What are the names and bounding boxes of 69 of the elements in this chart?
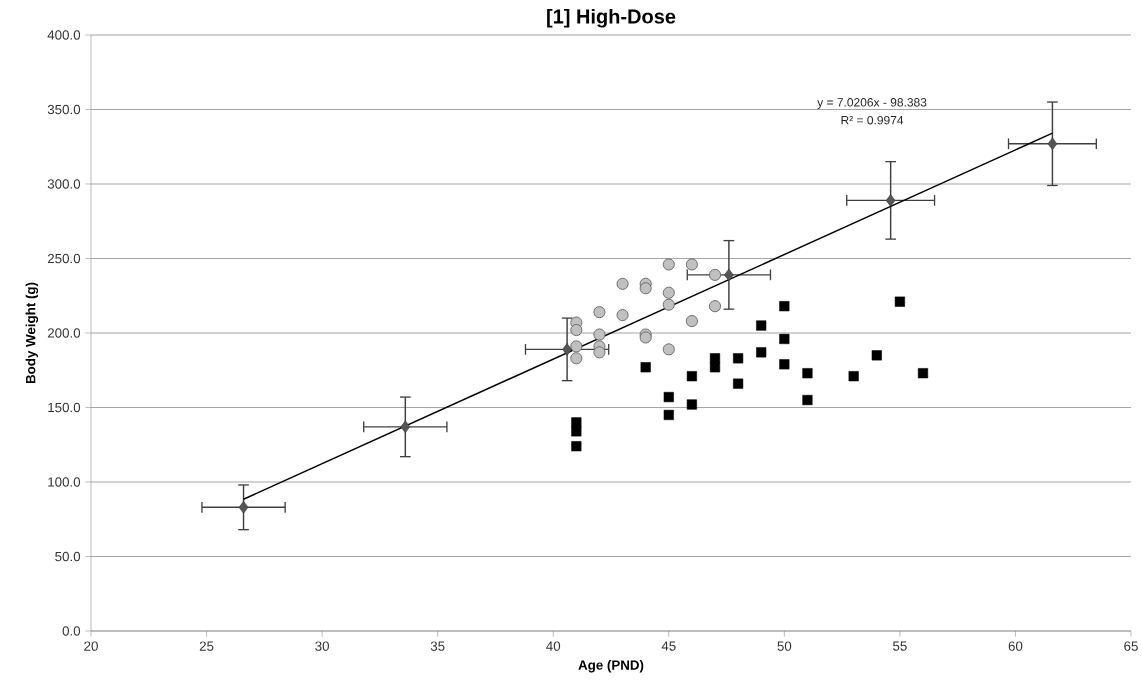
point <box>593 306 606 319</box>
y-tick-label: 250.0 <box>47 253 81 264</box>
point <box>709 268 721 281</box>
annotation: y = 7.0206x - 98.383 <box>817 98 927 109</box>
point <box>570 340 583 353</box>
point <box>733 353 744 364</box>
point <box>639 282 652 295</box>
point <box>571 417 582 428</box>
point <box>640 362 651 373</box>
point <box>848 371 859 382</box>
point <box>756 347 767 358</box>
y-tick-label: 200.0 <box>47 328 81 338</box>
point <box>779 301 790 312</box>
point <box>238 501 249 514</box>
point <box>400 420 411 434</box>
point <box>779 359 790 370</box>
x-tick-label: 25 <box>199 641 214 651</box>
x-tick-label: 50 <box>777 641 792 651</box>
point <box>570 352 583 365</box>
x-tick-label: 55 <box>893 641 907 651</box>
point <box>802 368 813 379</box>
point <box>733 378 744 389</box>
y-tick-label: 350.0 <box>47 104 81 115</box>
point <box>894 296 905 307</box>
x-tick-label: 65 <box>1124 641 1138 651</box>
point <box>756 320 767 331</box>
point <box>571 426 582 437</box>
point <box>616 309 629 322</box>
point <box>779 333 790 345</box>
point <box>562 343 572 356</box>
point <box>917 368 929 379</box>
y-tick-label: 150.0 <box>48 402 81 413</box>
point <box>1047 137 1058 151</box>
y-axis-title: Body Weight (g) <box>25 282 39 384</box>
point <box>571 441 582 452</box>
x-tick-label: 60 <box>1008 641 1023 651</box>
annotation: R² = 0.9974 <box>841 115 904 125</box>
point <box>616 277 629 290</box>
point <box>802 394 813 406</box>
y-tick-label: 100.0 <box>48 477 81 487</box>
chart-title: [1] High-Dose <box>547 8 676 28</box>
point <box>709 300 721 313</box>
point <box>662 343 675 356</box>
y-tick-label: 0.0 <box>62 626 81 636</box>
point <box>570 324 583 337</box>
point <box>662 298 675 311</box>
x-tick-label: 35 <box>430 641 445 651</box>
point <box>685 315 698 328</box>
point <box>686 371 697 382</box>
point <box>663 409 674 421</box>
point <box>686 399 697 410</box>
point <box>885 194 896 207</box>
y-tick-label: 50.0 <box>55 551 81 562</box>
x-tick-label: 45 <box>661 641 676 651</box>
point <box>724 268 734 282</box>
x-tick-label: 20 <box>84 641 98 651</box>
x-tick-label: 40 <box>546 641 561 651</box>
point <box>662 258 675 271</box>
point <box>871 350 882 361</box>
point <box>593 328 606 341</box>
point <box>662 286 675 299</box>
point <box>593 346 606 359</box>
point <box>663 391 674 403</box>
x-tick-label: 30 <box>315 641 330 651</box>
x-axis-title: Age (PND) <box>578 659 644 673</box>
y-tick-label: 400.0 <box>47 30 81 40</box>
y-tick-label: 300.0 <box>47 179 81 189</box>
point <box>685 258 698 271</box>
point <box>709 362 721 373</box>
